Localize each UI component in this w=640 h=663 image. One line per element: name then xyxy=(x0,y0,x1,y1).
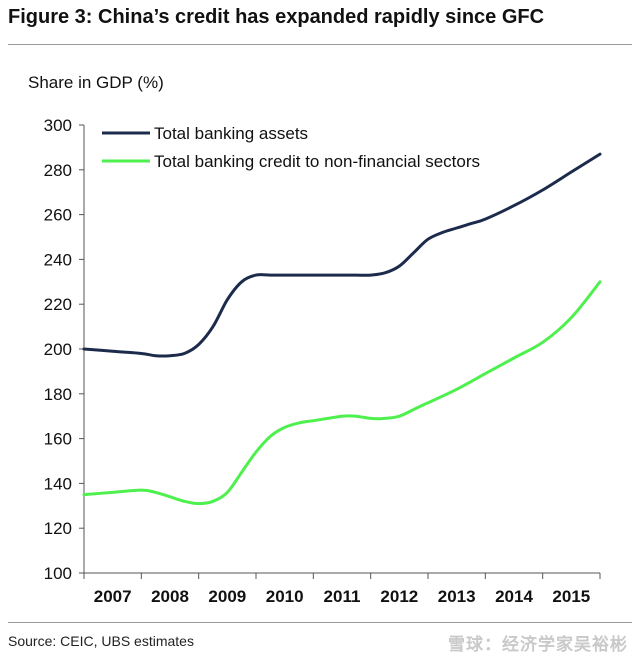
y-axis-label: Share in GDP (%) xyxy=(28,73,164,92)
x-tick-label: 2009 xyxy=(208,587,246,606)
y-axis-ticks: 100 120 140 160 180 200 220 240 260 280 300 xyxy=(44,116,84,583)
legend-label-1: Total banking assets xyxy=(154,124,308,143)
y-tick-label: 240 xyxy=(44,250,72,269)
axes xyxy=(83,125,600,574)
y-tick-label: 120 xyxy=(44,519,72,538)
y-tick-label: 180 xyxy=(44,385,72,404)
y-tick-label: 160 xyxy=(44,430,72,449)
x-tick-label: 2010 xyxy=(266,587,304,606)
x-tick-label: 2014 xyxy=(495,587,533,606)
legend-label-2: Total banking credit to non-financial se… xyxy=(154,152,480,171)
x-tick-label: 2015 xyxy=(552,587,590,606)
x-tick-label: 2008 xyxy=(151,587,189,606)
y-tick-label: 140 xyxy=(44,474,72,493)
x-tick-label: 2012 xyxy=(380,587,418,606)
legend: Total banking assets Total banking credit… xyxy=(102,124,480,171)
y-tick-label: 100 xyxy=(44,564,72,583)
y-tick-label: 280 xyxy=(44,161,72,180)
footer-divider xyxy=(8,622,632,623)
y-tick-label: 300 xyxy=(44,116,72,135)
y-tick-label: 260 xyxy=(44,206,72,225)
x-axis-ticks: 2007 2008 2009 2010 2011 2012 2013 2014 2015 xyxy=(83,573,601,606)
y-tick-label: 220 xyxy=(44,295,72,314)
series-line-2 xyxy=(82,280,602,506)
line-chart: Share in GDP (%) 100 120 140 160 180 200 220 24… xyxy=(28,73,602,606)
x-tick-label: 2007 xyxy=(94,587,132,606)
series-line-1 xyxy=(82,152,602,358)
x-tick-label: 2011 xyxy=(324,587,361,606)
y-tick-label: 200 xyxy=(44,340,72,359)
x-tick-label: 2013 xyxy=(438,587,476,606)
watermark: 雪球：经济学家吴裕彬 xyxy=(448,635,628,654)
source-note: Source: CEIC, UBS estimates xyxy=(8,633,194,649)
series-lines xyxy=(82,152,602,506)
title-divider xyxy=(8,44,632,45)
chart-title: Figure 3: China’s credit has expanded ra… xyxy=(8,6,545,28)
